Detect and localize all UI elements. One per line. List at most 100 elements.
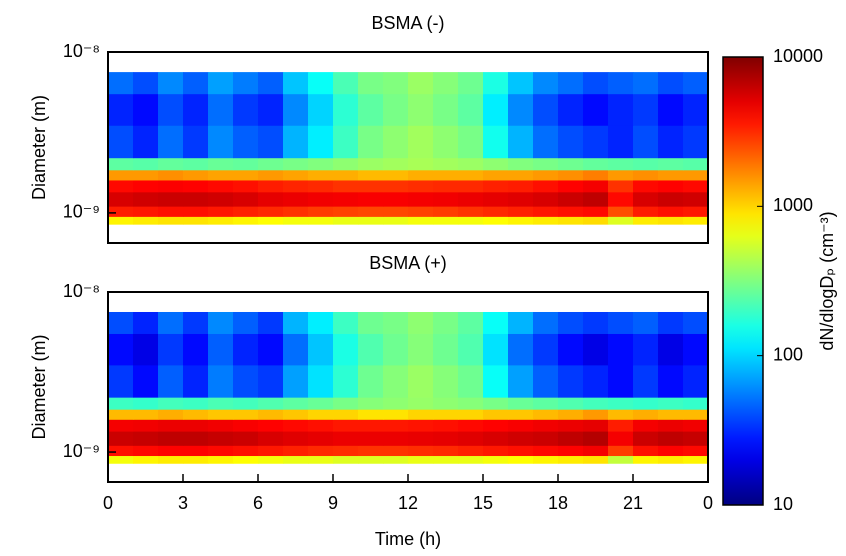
heatmap-cell bbox=[233, 72, 259, 95]
heatmap-cell bbox=[533, 93, 559, 126]
heatmap-cell bbox=[283, 157, 309, 171]
heatmap-cell bbox=[533, 409, 559, 420]
heatmap-cell bbox=[383, 409, 409, 420]
heatmap-cell bbox=[458, 445, 484, 457]
heatmap-cell bbox=[608, 333, 634, 366]
heatmap-cell bbox=[108, 180, 134, 193]
heatmap-cell bbox=[658, 364, 684, 398]
panel-title: BSMA (-) bbox=[371, 13, 444, 33]
heatmap-cell bbox=[583, 333, 609, 366]
heatmap-cell bbox=[233, 157, 259, 171]
heatmap-cell bbox=[358, 333, 384, 366]
heatmap-cell bbox=[333, 125, 359, 159]
heatmap-cell bbox=[583, 169, 609, 181]
heatmap-cell bbox=[158, 364, 184, 398]
heatmap-cell bbox=[583, 364, 609, 398]
heatmap-cell bbox=[233, 333, 259, 366]
heatmap-cell bbox=[183, 333, 209, 366]
heatmap-cell bbox=[533, 311, 559, 334]
heatmap-cell bbox=[208, 125, 234, 159]
heatmap-cell bbox=[133, 311, 159, 334]
heatmap-cell bbox=[183, 311, 209, 334]
heatmap-cell bbox=[633, 72, 659, 95]
heatmap-cell bbox=[358, 397, 384, 410]
heatmap-cell bbox=[608, 93, 634, 126]
heatmap-cell bbox=[208, 191, 234, 207]
heatmap-cell bbox=[583, 431, 609, 446]
heatmap-cell bbox=[608, 216, 634, 225]
heatmap-cell bbox=[458, 419, 484, 432]
heatmap-cell bbox=[308, 419, 334, 432]
heatmap-cell bbox=[308, 445, 334, 457]
heatmap-cell bbox=[658, 157, 684, 171]
heatmap-cell bbox=[408, 333, 434, 366]
heatmap-cell bbox=[658, 216, 684, 225]
heatmap-cell bbox=[233, 455, 259, 464]
heatmap-cell bbox=[658, 311, 684, 334]
heatmap-cell bbox=[608, 311, 634, 334]
heatmap-cell bbox=[258, 311, 284, 334]
heatmap-cell bbox=[508, 216, 534, 225]
heatmap-cell bbox=[658, 180, 684, 193]
heatmap-cell bbox=[408, 72, 434, 95]
heatmap-cell bbox=[108, 431, 134, 446]
heatmap-cell bbox=[533, 180, 559, 193]
heatmap-cell bbox=[633, 206, 659, 217]
heatmap-cell bbox=[408, 409, 434, 420]
heatmap-cell bbox=[633, 397, 659, 410]
heatmap-cell bbox=[508, 93, 534, 126]
heatmap-cell bbox=[508, 311, 534, 334]
heatmap-cell bbox=[558, 431, 584, 446]
heatmap-cell bbox=[133, 333, 159, 366]
heatmap-cell bbox=[608, 409, 634, 420]
heatmap-cell bbox=[208, 206, 234, 217]
heatmap-cell bbox=[458, 169, 484, 181]
heatmap-cell bbox=[483, 364, 509, 398]
heatmap-cell bbox=[158, 419, 184, 432]
heatmap-cell bbox=[308, 397, 334, 410]
heatmap-cell bbox=[233, 409, 259, 420]
heatmap-cell bbox=[583, 93, 609, 126]
heatmap-cell bbox=[633, 169, 659, 181]
heatmap-cell bbox=[608, 72, 634, 95]
heatmap-cell bbox=[333, 169, 359, 181]
heatmap-cell bbox=[558, 445, 584, 457]
heatmap-cell bbox=[408, 216, 434, 225]
heatmap-cell bbox=[258, 431, 284, 446]
heatmap-cell bbox=[558, 397, 584, 410]
heatmap-cell bbox=[208, 409, 234, 420]
heatmap-cell bbox=[183, 364, 209, 398]
heatmap-cell bbox=[383, 333, 409, 366]
heatmap-cell bbox=[433, 180, 459, 193]
heatmap-cell bbox=[583, 455, 609, 464]
heatmap-cell bbox=[208, 169, 234, 181]
heatmap-cell bbox=[183, 180, 209, 193]
heatmap-cell bbox=[258, 397, 284, 410]
heatmap-cell bbox=[158, 93, 184, 126]
heatmap-cell bbox=[408, 431, 434, 446]
heatmap-cell bbox=[333, 311, 359, 334]
heatmap-cell bbox=[458, 397, 484, 410]
y-tick-label: 10⁻⁹ bbox=[63, 202, 100, 222]
heatmap-cell bbox=[308, 455, 334, 464]
heatmap-cell bbox=[608, 180, 634, 193]
heatmap-cell bbox=[483, 206, 509, 217]
heatmap-cell bbox=[208, 397, 234, 410]
heatmap-cell bbox=[533, 169, 559, 181]
heatmap-cell bbox=[258, 333, 284, 366]
heatmap-cell bbox=[108, 397, 134, 410]
heatmap-cell bbox=[558, 72, 584, 95]
heatmap-cell bbox=[608, 445, 634, 457]
heatmap-cell bbox=[208, 157, 234, 171]
heatmap-cell bbox=[658, 191, 684, 207]
heatmap-cell bbox=[508, 455, 534, 464]
heatmap-cell bbox=[383, 169, 409, 181]
heatmap-cell bbox=[558, 364, 584, 398]
heatmap-cell bbox=[683, 364, 709, 398]
heatmap-cell bbox=[333, 409, 359, 420]
heatmap-cell bbox=[433, 431, 459, 446]
heatmap-cell bbox=[283, 206, 309, 217]
heatmap-cell bbox=[533, 419, 559, 432]
heatmap-cell bbox=[358, 445, 384, 457]
heatmap-cell bbox=[383, 397, 409, 410]
